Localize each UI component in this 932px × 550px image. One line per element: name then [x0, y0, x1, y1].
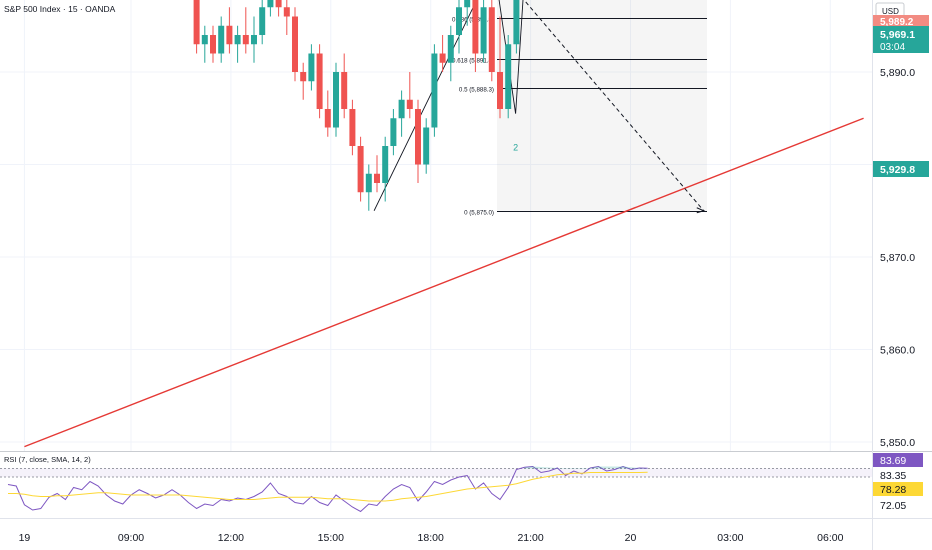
- time-tick-label: 21:00: [517, 532, 543, 544]
- price-axis[interactable]: 5,850.05,860.05,870.05,880.05,890.05,900…: [880, 0, 915, 449]
- candle-body: [398, 99, 405, 119]
- elliott-wave-labels: 12345: [513, 143, 518, 153]
- grid-lines: [0, 0, 872, 518]
- rsi-current-badge: 83.69: [873, 453, 923, 467]
- price-tick-label: 5,850.0: [880, 437, 915, 449]
- candle-body: [333, 72, 339, 128]
- time-tick-label: 09:00: [118, 532, 144, 544]
- candle-body: [201, 35, 208, 45]
- time-tick-label: 19: [19, 532, 31, 544]
- candle-body: [513, 0, 520, 45]
- price-tick-label: 5,860.0: [880, 345, 915, 357]
- svg-text:83.69: 83.69: [880, 455, 906, 467]
- rsi-line: [7, 465, 648, 513]
- fib-level-label: 0.618 (5,891.4): [452, 58, 494, 65]
- candle-body: [447, 35, 454, 63]
- candle-body: [390, 118, 397, 146]
- projection-dashed-line[interactable]: [494, 0, 705, 212]
- candle-body: [292, 16, 298, 72]
- candle-body: [316, 53, 323, 109]
- fib-zones: [497, 0, 707, 211]
- candle-body: [374, 173, 380, 183]
- rsi-ma-badge: 78.28: [873, 482, 923, 496]
- candle-body: [349, 109, 356, 146]
- price-tick-label: 5,890.0: [880, 67, 915, 79]
- candlestick-series: [193, 0, 520, 211]
- svg-text:78.28: 78.28: [880, 484, 906, 496]
- candle-body: [308, 53, 315, 82]
- candle-body: [283, 7, 290, 17]
- currency-button[interactable]: USD: [875, 2, 905, 19]
- candle-body: [193, 0, 200, 45]
- fib-level-label: 0 (5,875.0): [464, 210, 494, 217]
- candle-body: [472, 0, 479, 54]
- candle-body: [439, 53, 446, 63]
- candle-body: [242, 35, 249, 45]
- candle-body: [406, 99, 413, 109]
- candle-body: [259, 7, 266, 35]
- candle-body: [415, 109, 421, 165]
- candle-body: [267, 0, 274, 8]
- candle-body: [275, 0, 282, 8]
- candle-body: [251, 35, 257, 45]
- candle-body: [382, 146, 389, 183]
- candle-body: [365, 173, 372, 193]
- candle-body: [456, 7, 462, 35]
- svg-text:5,969.1: 5,969.1: [880, 29, 915, 41]
- time-axis[interactable]: 19 09:00 12:00 15:00 18:00 21:00 20 03:00 06:00: [19, 532, 844, 544]
- svg-text:5,989.2: 5,989.2: [880, 17, 914, 28]
- price-tick-label: 5,870.0: [880, 252, 915, 264]
- target-price-badge: 5,989.2: [873, 15, 929, 28]
- time-tick-label: 03:00: [717, 532, 743, 544]
- candle-body: [210, 35, 216, 54]
- candle-body: [300, 72, 307, 82]
- candle-body: [226, 25, 233, 45]
- rsi-level-a-label: 83.35: [880, 470, 906, 482]
- chart-title: S&P 500 Index · 15 · OANDA: [4, 4, 116, 14]
- candle-body: [505, 44, 512, 109]
- rsi-title: RSI (7, close, SMA, 14, 2): [4, 455, 91, 464]
- last-price-badge: 5,969.1 03:04: [873, 26, 929, 53]
- time-tick-label: 12:00: [218, 532, 244, 544]
- time-tick-label: 20: [625, 532, 637, 544]
- svg-text:5,929.8: 5,929.8: [880, 164, 915, 176]
- rsi-level-c-label: 72.05: [880, 500, 906, 512]
- candle-body: [497, 72, 503, 109]
- rsi-pane[interactable]: [0, 452, 872, 518]
- candle-body: [234, 35, 241, 45]
- svg-text:USD: USD: [882, 7, 899, 16]
- candle-body: [324, 109, 331, 128]
- rsi-overbought-fill: [524, 466, 648, 469]
- stop-price-badge: 5,929.8: [873, 161, 929, 177]
- time-tick-label: 18:00: [418, 532, 444, 544]
- fibonacci-extension[interactable]: 0 (5,875.0)0.5 (5,888.3)0.618 (5,891.4)0…: [0, 0, 872, 217]
- candle-body: [341, 72, 348, 109]
- candle-body: [464, 0, 471, 8]
- candle-body: [357, 146, 364, 193]
- wave-label: 2: [513, 143, 518, 153]
- candle-body: [423, 127, 430, 165]
- fib-level-label: 0.5 (5,888.3): [459, 87, 494, 94]
- fib-zone: [497, 0, 707, 211]
- time-tick-label: 06:00: [817, 532, 843, 544]
- candle-body: [431, 53, 438, 128]
- candle-body: [480, 7, 487, 54]
- projection-arrow-head: [696, 207, 706, 214]
- rsi-band: [0, 468, 872, 477]
- candle-body: [488, 7, 495, 72]
- rsi-ma-line: [8, 471, 648, 502]
- time-tick-label: 15:00: [318, 532, 344, 544]
- candle-body: [218, 25, 225, 54]
- bar-countdown: 03:04: [880, 42, 905, 53]
- support-trendline[interactable]: [24, 117, 864, 448]
